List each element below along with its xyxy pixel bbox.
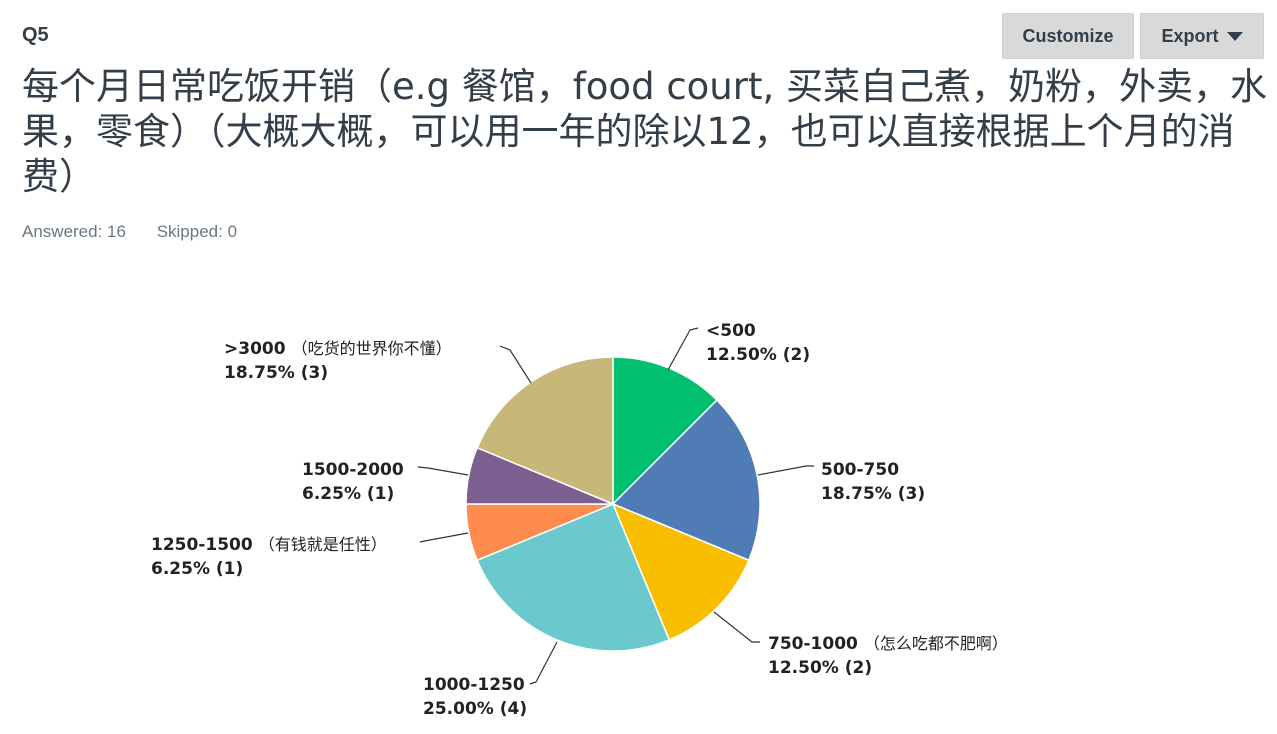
export-button-label: Export bbox=[1161, 25, 1219, 46]
slice-labels: <500 12.50% (2) 500-750 18.75% (3) 750-1000 （… bbox=[151, 321, 1008, 719]
slice-label-2: 750-1000 （怎么吃都不肥啊） bbox=[768, 634, 1008, 654]
slice-value-label-2: 12.50% (2) bbox=[768, 658, 872, 678]
chevron-down-icon bbox=[1226, 31, 1243, 41]
question-number: Q5 bbox=[22, 24, 49, 46]
pie-slice-6[interactable] bbox=[476, 356, 614, 506]
slice-value-label-4: 6.25% (1) bbox=[151, 559, 243, 579]
slice-label-1: 500-750 bbox=[821, 460, 899, 480]
slice-label-5: 1500-2000 bbox=[302, 460, 404, 480]
export-button[interactable]: Export bbox=[1140, 13, 1264, 59]
response-stats: Answered: 16 Skipped: 0 bbox=[22, 222, 263, 242]
leader-line-5 bbox=[417, 466, 469, 476]
slice-value-label-3: 25.00% (4) bbox=[423, 699, 527, 719]
slice-label-6: >3000 （吃货的世界你不懂） bbox=[224, 339, 452, 359]
pie-slice-2[interactable] bbox=[611, 502, 750, 641]
slice-value-label-0: 12.50% (2) bbox=[706, 345, 810, 365]
leader-line-0 bbox=[667, 327, 699, 371]
leader-line-2 bbox=[713, 611, 760, 643]
slice-label-0: <500 bbox=[706, 321, 756, 341]
slice-value-label-5: 6.25% (1) bbox=[302, 484, 394, 504]
slice-value-label-1: 18.75% (3) bbox=[821, 484, 925, 504]
leader-line-6 bbox=[499, 345, 532, 384]
answered-count: Answered: 16 bbox=[22, 222, 126, 241]
slice-label-3: 1000-1250 bbox=[423, 675, 525, 695]
customize-button-label: Customize bbox=[1022, 25, 1114, 46]
customize-button[interactable]: Customize bbox=[1002, 13, 1134, 59]
slice-label-4: 1250-1500 （有钱就是任性） bbox=[151, 535, 387, 555]
pie-chart: <500 12.50% (2) 500-750 18.75% (3) 750-1000 （… bbox=[151, 321, 1008, 719]
slice-value-label-6: 18.75% (3) bbox=[224, 363, 328, 383]
question-title: 每个月日常吃饭开销（e.g 餐馆，food court, 买菜自己煮，奶粉，外卖… bbox=[22, 65, 1267, 198]
pie-slice-1[interactable] bbox=[611, 398, 761, 562]
pie-slices bbox=[465, 356, 761, 652]
leader-line-4 bbox=[419, 532, 469, 543]
leader-line-3 bbox=[529, 641, 558, 685]
skipped-count: Skipped: 0 bbox=[156, 222, 238, 241]
leader-line-1 bbox=[757, 465, 814, 476]
label-leader-lines bbox=[417, 327, 814, 685]
